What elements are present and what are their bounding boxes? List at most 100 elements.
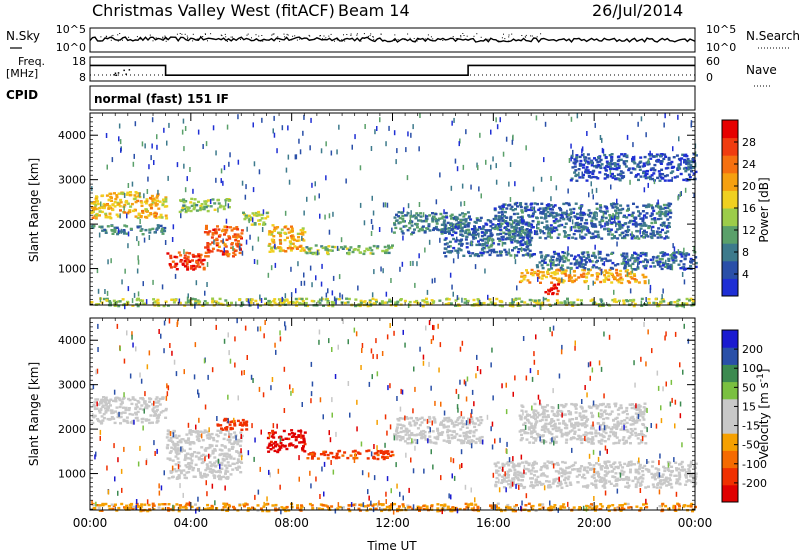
range-cell: [408, 436, 412, 440]
range-cell: [643, 265, 647, 268]
range-cell: [661, 261, 665, 265]
range-cell: [593, 216, 597, 219]
range-cell: [213, 239, 217, 242]
range-cell: [164, 196, 168, 199]
range-cell: [450, 213, 454, 216]
speckle: [484, 244, 487, 250]
range-cell: [685, 252, 689, 255]
range-cell: [528, 298, 532, 302]
range-cell: [506, 476, 510, 479]
range-cell: [536, 202, 539, 206]
speckle: [222, 180, 224, 186]
range-cell: [471, 252, 475, 255]
range-cell: [445, 242, 449, 245]
noise-point: [463, 35, 465, 36]
speckle: [248, 218, 250, 224]
range-cell: [239, 452, 243, 455]
speckle: [484, 268, 486, 274]
range-cell: [530, 226, 534, 229]
range-cell: [232, 255, 235, 258]
range-cell: [617, 158, 621, 162]
range-cell: [359, 299, 363, 303]
speckle: [569, 217, 571, 223]
range-cell: [157, 400, 161, 403]
speckle: [600, 223, 602, 229]
speckle: [223, 247, 225, 253]
range-cell: [531, 215, 534, 218]
speckle: [615, 222, 617, 228]
range-cell: [222, 205, 226, 208]
range-cell: [178, 464, 182, 468]
range-cell: [228, 453, 232, 457]
range-cell: [193, 206, 197, 209]
range-cell: [137, 401, 141, 404]
range-cell: [330, 249, 334, 252]
speckle: [645, 297, 647, 302]
range-cell: [653, 219, 657, 222]
range-cell: [591, 266, 595, 269]
range-cell: [556, 272, 559, 275]
noise-point: [452, 36, 454, 38]
range-cell: [134, 200, 138, 204]
range-cell: [640, 297, 644, 301]
range-cell: [367, 449, 371, 452]
range-cell: [506, 232, 510, 235]
range-cell: [151, 227, 155, 231]
range-cell: [598, 252, 602, 255]
range-cell: [635, 235, 639, 238]
speckle: [516, 285, 518, 291]
range-cell: [511, 300, 515, 304]
range-cell: [148, 421, 152, 425]
range-cell: [228, 441, 232, 444]
range-cell: [664, 211, 668, 215]
range-cell: [590, 260, 594, 263]
range-cell: [524, 202, 528, 206]
range-cell: [414, 422, 418, 425]
range-cell: [425, 300, 429, 304]
range-cell: [237, 460, 241, 463]
speckle: [137, 259, 140, 265]
range-cell: [465, 434, 468, 437]
range-cell: [620, 226, 624, 229]
range-cell: [674, 461, 678, 464]
range-cell: [573, 274, 577, 277]
range-cell: [97, 409, 101, 412]
range-cell: [514, 208, 517, 211]
range-cell: [548, 483, 552, 487]
range-cell: [685, 155, 689, 158]
speckle: [119, 139, 122, 145]
range-cell: [546, 271, 550, 275]
speckle: [661, 222, 663, 227]
range-cell: [110, 224, 114, 227]
speckle: [544, 121, 547, 127]
range-cell: [544, 208, 548, 212]
speckle: [134, 121, 137, 127]
range-cell: [573, 255, 577, 258]
range-cell: [131, 397, 135, 401]
range-cell: [586, 153, 590, 156]
speckle: [393, 130, 396, 136]
range-cell: [226, 470, 230, 473]
range-cell: [476, 218, 480, 222]
range-cell: [615, 268, 619, 272]
range-cell: [422, 429, 426, 433]
range-cell: [238, 298, 242, 302]
range-cell: [233, 235, 237, 239]
speckle: [328, 213, 331, 219]
range-cell: [257, 210, 261, 214]
range-cell: [100, 301, 104, 304]
range-cell: [596, 177, 600, 180]
range-cell: [545, 275, 548, 279]
range-cell: [608, 154, 612, 157]
range-cell: [520, 275, 524, 278]
speckle: [261, 227, 264, 232]
range-cell: [608, 214, 612, 217]
range-cell: [206, 233, 210, 236]
power-colorbar-swatch: [722, 137, 738, 156]
noise-point: [416, 40, 418, 42]
range-cell: [687, 159, 691, 163]
range-cell: [94, 398, 98, 401]
range-cell: [562, 279, 566, 283]
speckle: [626, 271, 629, 277]
range-cell: [576, 229, 580, 233]
